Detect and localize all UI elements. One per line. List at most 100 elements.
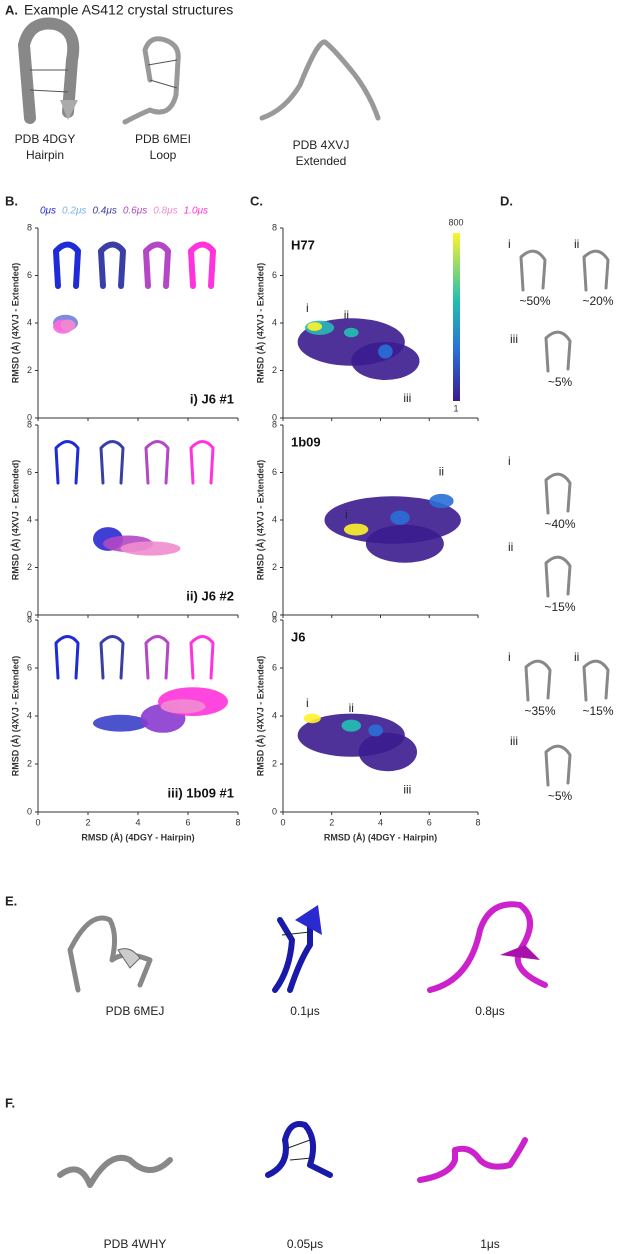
density [343,327,359,338]
plot-label: H77 [291,237,315,252]
x-tick-label: 8 [235,817,240,827]
structure-icon [98,241,126,289]
state-numeral: iii [510,734,518,748]
y-tick-label: 2 [27,562,32,572]
x-tick-label: 6 [185,817,190,827]
panel-label: A. [5,2,18,17]
caption: Loop [150,148,177,162]
state-numeral: ii [508,540,513,554]
caption: Extended [296,154,347,168]
structure-icon [99,440,125,485]
state-percent: ~40% [544,517,575,531]
state-numeral: i [508,650,511,664]
structure-icon [582,249,610,292]
time-legend-label: 0.2μs [62,206,86,217]
state-label: ii [439,465,444,479]
structure-hairpin [18,17,80,124]
x-axis-label: RMSD (Å) (4DGY - Hairpin) [324,832,437,842]
y-tick-label: 8 [27,614,32,624]
state-numeral: i [508,454,511,468]
density [160,699,206,714]
caption: Hairpin [26,148,64,162]
caption: 0.1μs [290,1004,320,1018]
density [93,714,148,732]
state-percent: ~5% [548,375,573,389]
state-numeral: ii [574,237,579,251]
state-label: i [306,696,309,710]
y-tick-label: 0 [272,806,277,816]
y-tick-label: 4 [272,317,277,327]
density [341,719,361,732]
density [390,510,410,525]
structure-4why [57,1154,173,1188]
panel-title: Example AS412 crystal structures [24,2,233,18]
y-tick-label: 6 [272,662,277,672]
caption: PDB 4DGY [15,132,76,146]
structure-icon [99,635,125,680]
structure-icon [54,440,80,485]
y-tick-label: 8 [272,614,277,624]
plot-label: J6 [291,629,305,644]
panel-label: B. [5,193,18,208]
y-tick-label: 8 [272,222,277,232]
structure-icon [544,555,572,598]
time-legend-label: 0.8μs [153,206,177,217]
caption: PDB 6MEJ [106,1004,165,1018]
structure-loop [122,36,181,125]
y-tick-label: 6 [27,467,32,477]
y-tick-label: 2 [272,562,277,572]
time-legend-label: 0.6μs [123,206,147,217]
x-tick-label: 4 [378,817,383,827]
structure-icon [189,635,215,680]
density [343,523,369,536]
density [358,732,418,772]
y-tick-label: 4 [27,710,32,720]
y-tick-label: 8 [27,222,32,232]
structure-0-8us [427,901,548,993]
x-tick-label: 0 [280,817,285,827]
density [368,724,383,737]
state-percent: ~20% [582,294,613,308]
y-tick-label: 4 [27,317,32,327]
x-tick-label: 8 [475,817,480,827]
plot: 0 2 4 6 8 RMSD (Å) (4XVJ - Extended) ii) J6 #2 [10,419,239,619]
structure-icon [524,659,552,702]
colorbar-label: 800 [448,217,463,227]
y-tick-label: 4 [272,514,277,524]
y-axis-label: RMSD (Å) (4XVJ - Extended) [255,460,265,581]
state-numeral: i [508,237,511,251]
density [429,493,454,509]
y-tick-label: 0 [27,609,32,619]
plot-label: iii) 1b09 #1 [168,785,234,800]
y-tick-label: 2 [272,365,277,375]
y-axis-label: RMSD (Å) (4XVJ - Extended) [255,263,265,384]
y-tick-label: 2 [272,758,277,768]
plot: 0 2 4 6 8 RMSD (Å) (4XVJ - Extended) i) J6 #1 [10,222,239,422]
structure-icon [189,440,215,485]
state-label: iii [403,783,411,797]
y-tick-label: 6 [272,467,277,477]
structure-icon [144,440,170,485]
state-label: ii [349,701,354,715]
density [307,322,322,331]
y-tick-label: 4 [27,514,32,524]
x-tick-label: 6 [427,817,432,827]
y-tick-label: 6 [27,662,32,672]
y-tick-label: 4 [272,710,277,720]
structure-0-1us [272,905,322,993]
structure-icon [544,330,572,373]
plot-label: 1b09 [291,434,321,449]
density [303,713,321,724]
caption: PDB 6MEI [135,132,191,146]
density [60,319,76,332]
state-percent: ~15% [582,704,613,718]
density [351,342,420,380]
caption: 1μs [480,1237,500,1251]
y-axis-label: RMSD (Å) (4XVJ - Extended) [10,460,20,581]
structure-icon [143,241,171,289]
y-tick-label: 8 [27,419,32,429]
time-legend-label: 0.4μs [92,206,116,217]
plot: 00 2 2 4 4 6 6 8 8 RMSD (Å) (4XVJ - Extended) RMSD… [10,614,240,842]
